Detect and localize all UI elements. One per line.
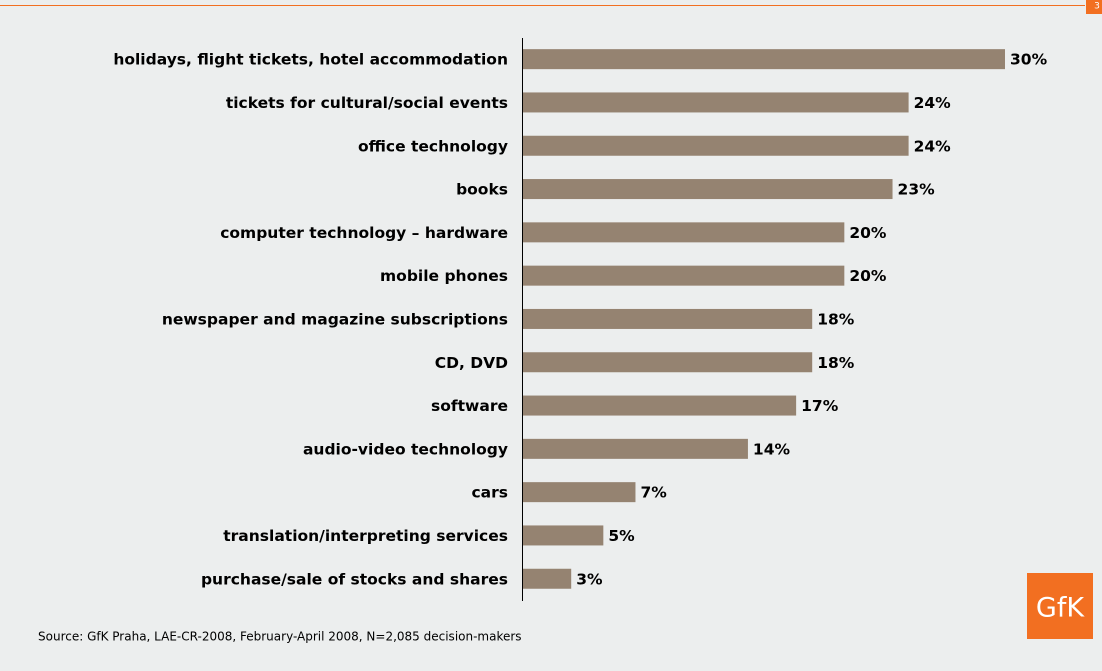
- category-label: tickets for cultural/social events: [226, 94, 508, 112]
- value-label: 5%: [608, 527, 635, 545]
- value-label: 14%: [753, 440, 791, 458]
- bar: [523, 482, 636, 503]
- value-label: 17%: [801, 397, 839, 415]
- value-label: 18%: [817, 310, 855, 328]
- category-label: books: [456, 181, 508, 199]
- category-label: software: [431, 397, 508, 415]
- bar: [523, 49, 1005, 70]
- bar: [523, 352, 813, 373]
- category-label: purchase/sale of stocks and shares: [201, 570, 508, 588]
- category-label: translation/interpreting services: [223, 527, 508, 545]
- value-label: 7%: [640, 484, 667, 502]
- bar: [523, 265, 845, 286]
- bar: [523, 395, 797, 416]
- bar: [523, 438, 748, 459]
- category-label: CD, DVD: [435, 354, 508, 372]
- source-note: Source: GfK Praha, LAE-CR-2008, February…: [38, 630, 522, 644]
- category-label: computer technology – hardware: [220, 224, 508, 242]
- category-label: holidays, flight tickets, hotel accommod…: [113, 51, 508, 69]
- category-label: cars: [471, 484, 508, 502]
- value-label: 23%: [898, 181, 936, 199]
- page-badge: [1086, 0, 1102, 14]
- bar: [523, 308, 813, 329]
- bar: [523, 179, 893, 200]
- logo: GfK: [1036, 593, 1085, 624]
- bar: [523, 568, 572, 589]
- value-label: 24%: [914, 137, 952, 155]
- category-label: office technology: [358, 137, 508, 155]
- bar: [523, 525, 604, 546]
- value-label: 20%: [849, 267, 887, 285]
- value-label: 18%: [817, 354, 855, 372]
- bar: [523, 135, 909, 156]
- value-label: 3%: [576, 570, 603, 588]
- value-label: 24%: [914, 94, 952, 112]
- category-label: audio-video technology: [303, 440, 508, 458]
- logo-box: [1027, 573, 1093, 639]
- category-label: mobile phones: [380, 267, 508, 285]
- bar: [523, 222, 845, 243]
- value-label: 20%: [849, 224, 887, 242]
- category-label: newspaper and magazine subscriptions: [162, 310, 508, 328]
- value-label: 30%: [1010, 51, 1048, 69]
- bar: [523, 92, 909, 113]
- page-number: 3: [1094, 2, 1100, 12]
